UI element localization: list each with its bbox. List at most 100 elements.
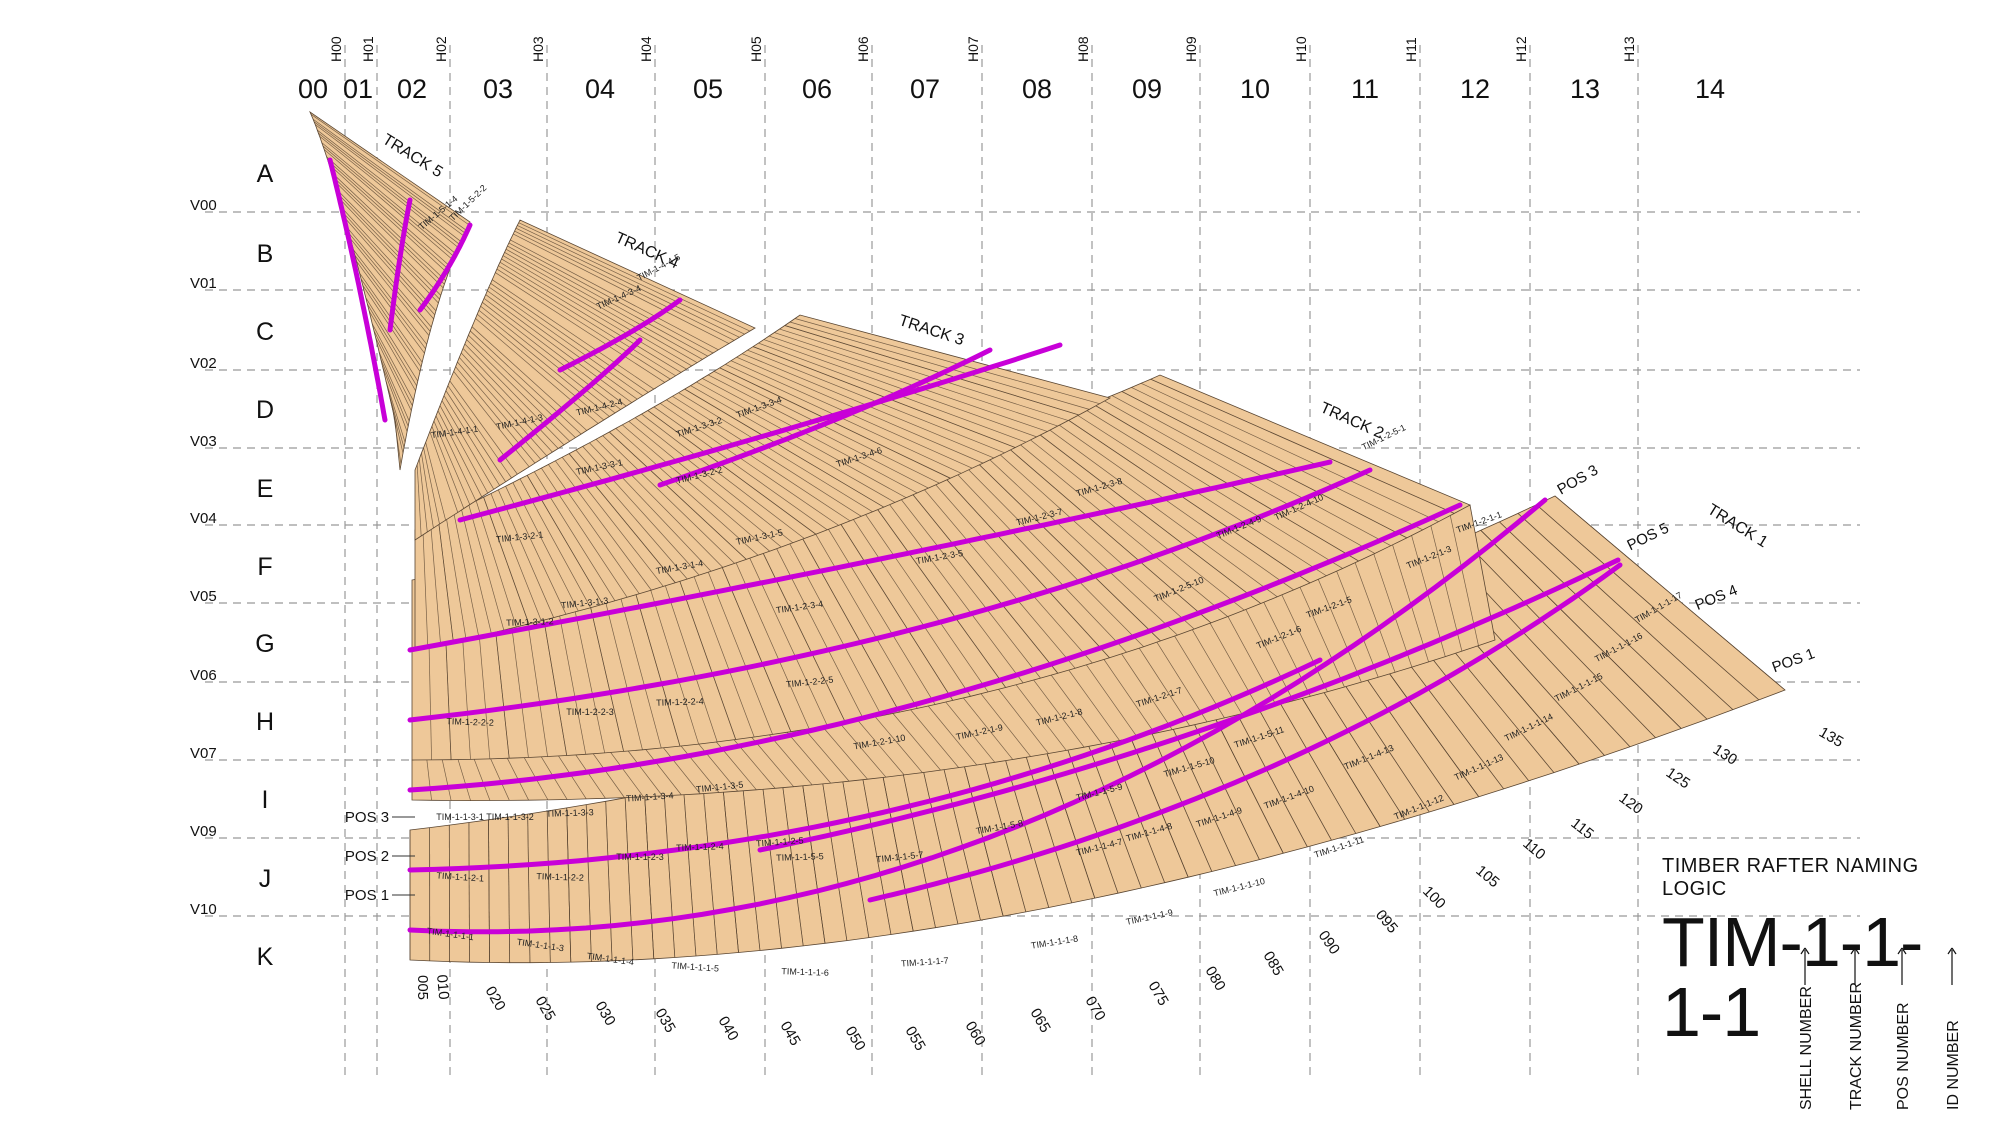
rafter-label: TIM-1-1-1-9 xyxy=(1125,907,1174,927)
column-label: 02 xyxy=(397,74,427,104)
column-label: 01 xyxy=(343,74,373,104)
id-label: 085 xyxy=(1260,949,1287,979)
id-label: 045 xyxy=(777,1019,804,1049)
id-label: 030 xyxy=(592,999,619,1029)
row-label: F xyxy=(257,553,272,581)
column-label: 14 xyxy=(1695,74,1725,104)
column-label: 10 xyxy=(1240,74,1270,104)
track-label: TRACK 4 xyxy=(613,229,682,272)
grid-v-label: V02 xyxy=(190,355,217,372)
track-label: TRACK 2 xyxy=(1318,399,1387,442)
grid-v-label: V09 xyxy=(190,823,217,840)
position-label-left: POS 3 xyxy=(345,809,389,826)
grid-h-label: H10 xyxy=(1293,36,1309,62)
rafter-label: TIM-1-1-2-2 xyxy=(536,871,584,883)
grid-v-label: V01 xyxy=(190,275,217,292)
column-label: 07 xyxy=(910,74,940,104)
rafter-label: TIM-1-2-2-2 xyxy=(446,716,494,728)
row-label: A xyxy=(257,160,274,188)
grid-h-label: H12 xyxy=(1513,36,1529,62)
column-label: 09 xyxy=(1132,74,1162,104)
column-label: 06 xyxy=(802,74,832,104)
column-label: 03 xyxy=(483,74,513,104)
row-label: B xyxy=(257,240,274,268)
position-label: POS 1 xyxy=(1770,645,1817,676)
naming-legend: TIMBER RAFTER NAMING LOGIC TIM-1-1-1-1 xyxy=(1662,855,1962,1047)
position-label: POS 3 xyxy=(1554,462,1601,499)
row-label: J xyxy=(259,865,272,893)
grid-h-label: H00 xyxy=(328,36,344,62)
id-label: 055 xyxy=(902,1024,929,1054)
id-label: 080 xyxy=(1202,964,1229,994)
grid-v-label: V04 xyxy=(190,510,217,527)
grid-h-label: H11 xyxy=(1403,37,1419,62)
rafter-label: TIM-1-1-1-5 xyxy=(671,960,719,973)
id-label: 075 xyxy=(1145,979,1172,1009)
rafter-label: TIM-1-1-1-6 xyxy=(781,966,829,978)
position-label-left: POS 2 xyxy=(345,848,389,865)
grid-v-label: V07 xyxy=(190,745,217,762)
id-label: 010 xyxy=(433,974,452,1000)
rafter-label: TIM-1-1-1-7 xyxy=(901,955,949,968)
grid-h-label: H08 xyxy=(1075,36,1091,62)
rafter-label: TIM-1-1-2-3 xyxy=(616,852,664,862)
id-label: 005 xyxy=(414,975,431,1000)
track-label: TRACK 1 xyxy=(1704,501,1770,551)
id-label: 130 xyxy=(1710,741,1740,769)
grid-h-label: H02 xyxy=(433,36,449,62)
row-label: D xyxy=(256,396,274,424)
id-label: 105 xyxy=(1472,862,1502,891)
rafter-label: TIM-1-1-1-10 xyxy=(1213,876,1266,898)
grid-h-label: H13 xyxy=(1621,36,1637,62)
column-label: 04 xyxy=(585,74,615,104)
position-label-left: POS 1 xyxy=(345,887,389,904)
legend-title: TIMBER RAFTER NAMING LOGIC xyxy=(1662,855,1962,901)
id-label: 035 xyxy=(652,1006,679,1036)
rafter-label: TIM-1-2-2-4 xyxy=(656,696,704,708)
rafter-label: TIM-1-1-5-5 xyxy=(776,851,824,863)
id-label: 100 xyxy=(1419,883,1449,913)
id-label: 070 xyxy=(1082,994,1109,1024)
grid-h-label: H04 xyxy=(638,36,654,62)
rafter-label: TIM-1-1-1-8 xyxy=(1030,933,1078,950)
grid-h-label: H07 xyxy=(965,36,981,62)
row-label: C xyxy=(256,318,274,346)
position-label: POS 4 xyxy=(1693,582,1740,614)
id-label: 050 xyxy=(842,1024,869,1054)
id-label: 020 xyxy=(482,984,509,1014)
grid-v-label: V03 xyxy=(190,433,217,450)
id-label: 115 xyxy=(1568,815,1597,843)
id-label: 040 xyxy=(715,1014,742,1044)
id-label: 060 xyxy=(962,1019,989,1049)
grid-h-label: H05 xyxy=(748,36,764,62)
rafter-label: TIM-1-3-1-2 xyxy=(506,616,554,628)
column-label: 11 xyxy=(1351,74,1379,104)
column-label: 00 xyxy=(298,74,328,104)
id-label: 065 xyxy=(1027,1006,1054,1036)
row-label: G xyxy=(255,630,274,658)
grid-v-label: V05 xyxy=(190,588,217,605)
id-label: 025 xyxy=(532,994,559,1024)
rafter-label: TIM-1-1-3-1 xyxy=(436,812,484,822)
column-label: 08 xyxy=(1022,74,1052,104)
rafter-label: TIM-1-1-3-2 xyxy=(486,812,534,822)
id-label: 135 xyxy=(1816,724,1846,751)
grid-h-label: H03 xyxy=(530,36,546,62)
grid-v-label: V10 xyxy=(190,901,217,918)
id-label: 110 xyxy=(1519,835,1548,863)
rafter-label: TIM-1-2-2-3 xyxy=(566,707,614,717)
grid-h-label: H06 xyxy=(855,36,871,62)
id-label: 125 xyxy=(1663,764,1693,792)
column-label: 13 xyxy=(1570,74,1600,104)
grid-h-label: H09 xyxy=(1183,36,1199,62)
rafter-label: TIM-1-1-3-3 xyxy=(546,807,594,819)
grid-h-label: H01 xyxy=(360,36,376,62)
column-label: 12 xyxy=(1460,74,1490,104)
legend-code: TIM-1-1-1-1 xyxy=(1662,907,1962,1047)
row-label: K xyxy=(257,943,274,971)
id-label: 095 xyxy=(1372,907,1401,937)
rafter-label: TIM-1-1-2-4 xyxy=(676,841,724,853)
grid-v-label: V06 xyxy=(190,667,217,684)
row-label: I xyxy=(262,786,269,814)
grid-v-label: V00 xyxy=(190,197,217,214)
